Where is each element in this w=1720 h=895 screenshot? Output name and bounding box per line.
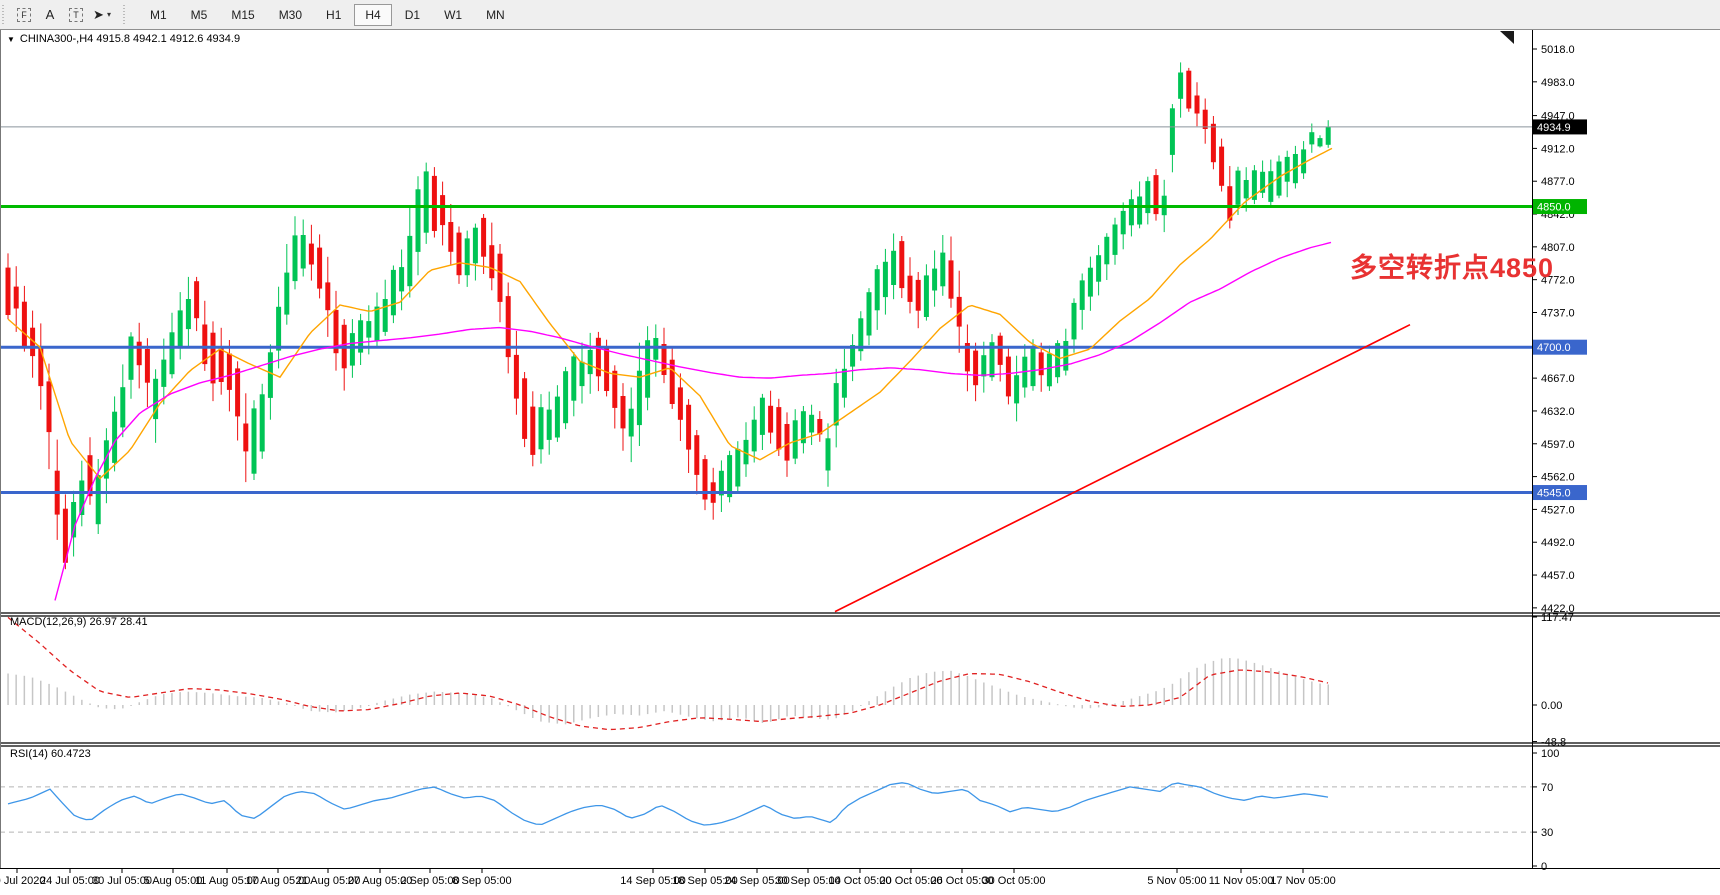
svg-text:8 Sep 05:00: 8 Sep 05:00	[452, 875, 511, 887]
ma-fast-line[interactable]	[7, 147, 1333, 480]
trendline[interactable]	[834, 323, 1411, 613]
svg-text:4807.0: 4807.0	[1541, 242, 1575, 254]
svg-text:2 Sep 05:00: 2 Sep 05:00	[400, 875, 459, 887]
svg-text:4422.0: 4422.0	[1541, 603, 1575, 615]
svg-text:100: 100	[1541, 748, 1559, 760]
svg-text:4877.0: 4877.0	[1541, 176, 1575, 188]
price-axis[interactable]: 5018.04983.04947.04912.04877.04842.04807…	[1532, 30, 1587, 873]
svg-text:4667.0: 4667.0	[1541, 373, 1575, 385]
svg-text:4983.0: 4983.0	[1541, 77, 1575, 89]
rsi-panel[interactable]	[0, 782, 1532, 833]
svg-text:18 Sep 05:00: 18 Sep 05:00	[672, 875, 737, 887]
svg-text:26 Oct 05:00: 26 Oct 05:00	[931, 875, 994, 887]
timeframe-button-d1[interactable]: D1	[404, 7, 421, 22]
toolbar-grip-2[interactable]	[123, 4, 128, 25]
timeframe-button-m1[interactable]: M1	[150, 7, 167, 22]
cursor-mode-icon[interactable]: ➤ ▾	[93, 6, 111, 22]
svg-text:-48.8: -48.8	[1541, 737, 1566, 749]
symbol-title-text: CHINA300-,H4 4915.8 4942.1 4912.6 4934.9	[19, 33, 241, 45]
toolbar: F A T ➤ ▾ M1 M5 M15 M30 H1 H4 D1 W1 MN	[0, 0, 1720, 30]
svg-text:5 Nov 05:00: 5 Nov 05:00	[1147, 875, 1206, 887]
svg-text:117.47: 117.47	[1541, 612, 1574, 624]
macd-indicator-label: MACD(12,26,9) 26.97 28.41	[10, 616, 148, 628]
macd-panel[interactable]	[7, 616, 1329, 731]
svg-text:30 Oct 05:00: 30 Oct 05:00	[983, 875, 1046, 887]
timeframe-button-h4[interactable]: H4	[354, 3, 392, 26]
svg-text:70: 70	[1541, 782, 1553, 794]
svg-text:24 Sep 05:00: 24 Sep 05:00	[724, 875, 789, 887]
svg-text:30 Sep 05:00: 30 Sep 05:00	[775, 875, 840, 887]
svg-text:20 Jul 2020: 20 Jul 2020	[0, 875, 45, 887]
candles-layer[interactable]	[5, 62, 1331, 570]
timeframe-button-m5[interactable]: M5	[190, 7, 208, 22]
text-a-icon[interactable]: A	[45, 7, 55, 22]
price-badge	[1533, 119, 1587, 135]
price-badge	[1533, 485, 1587, 501]
svg-text:30 Jul 05:00: 30 Jul 05:00	[92, 875, 152, 887]
toolbar-tools: F A T ➤ ▾	[11, 4, 115, 26]
timeframe-button-m30[interactable]: M30	[278, 7, 303, 22]
symbol-title[interactable]: ▼ CHINA300-,H4 4915.8 4942.1 4912.6 4934…	[7, 33, 240, 45]
svg-text:14 Sep 05:00: 14 Sep 05:00	[620, 875, 685, 887]
svg-text:0: 0	[1541, 861, 1547, 873]
svg-text:5018.0: 5018.0	[1541, 44, 1575, 56]
toolbar-timeframes: M1 M5 M15 M30 H1 H4 D1 W1 MN	[138, 3, 517, 26]
symbol-dropdown-icon[interactable]: ▼	[7, 34, 15, 44]
svg-text:4562.0: 4562.0	[1541, 472, 1575, 484]
chart-frame-icon[interactable]: F	[12, 4, 36, 26]
svg-text:4850.0: 4850.0	[1537, 202, 1571, 214]
svg-text:4632.0: 4632.0	[1541, 406, 1575, 418]
timeframe-button-h1[interactable]: H1	[326, 7, 342, 22]
svg-text:11 Aug 05:00: 11 Aug 05:00	[195, 875, 259, 887]
svg-text:17 Nov 05:00: 17 Nov 05:00	[1270, 875, 1335, 887]
price-badge	[1533, 199, 1587, 215]
svg-text:4597.0: 4597.0	[1541, 439, 1575, 451]
timeframe-button-w1[interactable]: W1	[444, 7, 463, 22]
svg-text:4934.9: 4934.9	[1537, 122, 1571, 134]
svg-text:5 Aug 05:00: 5 Aug 05:00	[144, 875, 203, 887]
svg-text:30: 30	[1541, 827, 1553, 839]
timeframe-button-m15[interactable]: M15	[231, 7, 255, 22]
level-lines[interactable]	[0, 126, 1532, 495]
panel-separators[interactable]	[0, 612, 1720, 747]
rsi-line	[7, 782, 1329, 826]
toolbar-grip[interactable]	[2, 4, 7, 25]
svg-text:4912.0: 4912.0	[1541, 143, 1575, 155]
svg-text:24 Jul 05:00: 24 Jul 05:00	[40, 875, 100, 887]
price-badge	[1533, 339, 1587, 355]
timeframe-button-mn[interactable]: MN	[486, 7, 505, 22]
svg-text:4772.0: 4772.0	[1541, 275, 1575, 287]
chart-shift-marker-icon[interactable]	[1500, 31, 1514, 44]
svg-text:21 Aug 05:00: 21 Aug 05:00	[296, 875, 361, 887]
svg-text:4527.0: 4527.0	[1541, 504, 1575, 516]
svg-text:4700.0: 4700.0	[1537, 342, 1571, 354]
macd-signal-line	[7, 616, 1329, 731]
svg-text:20 Oct 05:00: 20 Oct 05:00	[880, 875, 943, 887]
rsi-indicator-label: RSI(14) 60.4723	[10, 748, 91, 760]
svg-text:14 Oct 05:00: 14 Oct 05:00	[829, 875, 892, 887]
text-box-icon[interactable]: T	[64, 4, 88, 26]
svg-text:4457.0: 4457.0	[1541, 570, 1575, 582]
dropdown-caret-icon[interactable]: ▾	[106, 10, 111, 19]
svg-text:0.00: 0.00	[1541, 700, 1562, 712]
svg-text:4545.0: 4545.0	[1537, 488, 1571, 500]
svg-text:4492.0: 4492.0	[1541, 537, 1575, 549]
ma-slow-line[interactable]	[54, 241, 1332, 601]
svg-text:27 Aug 05:00: 27 Aug 05:00	[348, 875, 413, 887]
svg-text:17 Aug 05:00: 17 Aug 05:00	[246, 875, 311, 887]
chart-annotation-text[interactable]: 多空转折点4850	[1350, 253, 1555, 283]
svg-text:11 Nov 05:00: 11 Nov 05:00	[1209, 875, 1274, 887]
svg-text:4737.0: 4737.0	[1541, 307, 1575, 319]
